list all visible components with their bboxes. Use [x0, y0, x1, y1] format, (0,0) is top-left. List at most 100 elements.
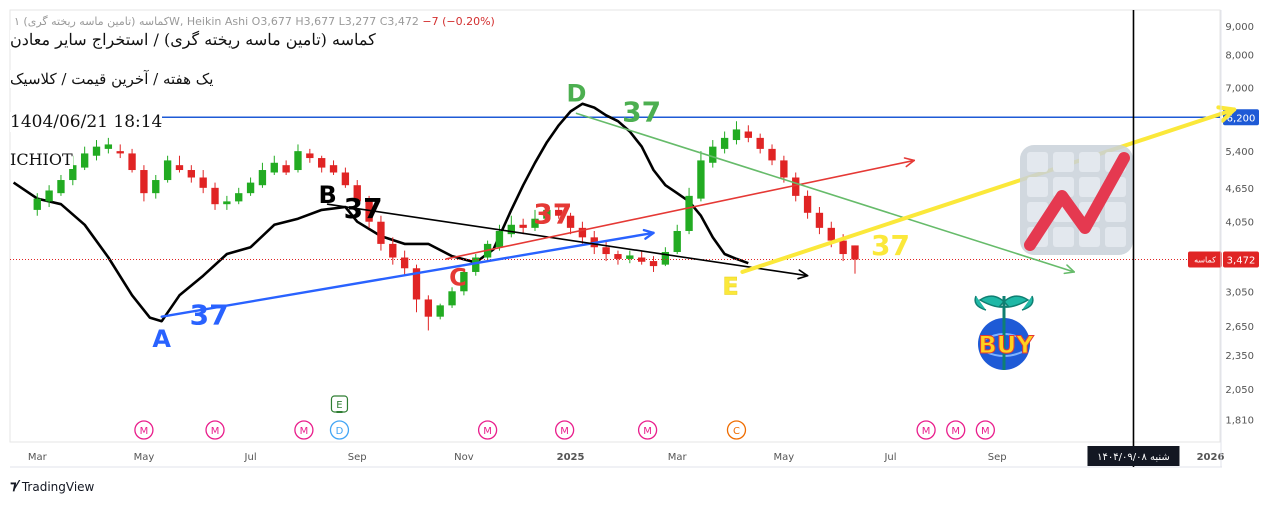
candle-body	[235, 193, 243, 202]
candle-body	[294, 151, 302, 171]
candle-body	[258, 170, 267, 186]
price-axis[interactable]: 1,810 2,050 2,350 2,650 3,050 4,050 4,650 5,400…	[1220, 10, 1254, 467]
fib-number-label: 37	[344, 192, 383, 225]
event-markers[interactable]: M M M D E M M M C M M M	[134, 395, 995, 440]
fib-number-label: 37	[533, 198, 572, 231]
trend-arrow-head	[1063, 264, 1076, 275]
growth-chart-icon-cell	[1027, 177, 1048, 197]
event-marker-circle[interactable]	[975, 420, 995, 440]
y-tick-label: 7,000	[1225, 83, 1254, 94]
ohlc-legend: کماسه (تامین ماسه ریخته گری) ۱W, Heikin …	[14, 15, 495, 28]
growth-chart-icon-cell	[1053, 227, 1074, 247]
y-tick-label: 4,050	[1225, 218, 1254, 229]
horizontal-line-6200[interactable]: 6,200	[160, 109, 1259, 126]
trend-arrow	[740, 107, 1237, 274]
candle-body	[80, 153, 89, 168]
candle-body	[685, 195, 693, 231]
candle-body	[649, 261, 658, 267]
trend-arrow	[160, 231, 655, 318]
last-price-tag	[1223, 251, 1259, 268]
tradingview-logo-icon: ⁊⁄	[10, 479, 18, 494]
candle-body	[270, 162, 278, 173]
candle-body	[827, 227, 835, 241]
candle-body	[92, 146, 101, 156]
event-marker-circle[interactable]	[134, 420, 154, 440]
fib-number-label: 37	[622, 95, 661, 128]
event-marker-circle[interactable]	[205, 420, 225, 440]
x-tick-label: Jul	[244, 452, 257, 463]
y-tick-label: 5,400	[1225, 147, 1254, 158]
candle-body	[116, 151, 124, 154]
candle-body	[45, 190, 53, 202]
candle-body	[602, 247, 610, 255]
event-marker-letter: M	[140, 426, 149, 437]
x-tick-label: Mar	[668, 452, 688, 463]
ohlc-change: −7 (−0.20%)	[422, 15, 495, 28]
growth-chart-icon-cell	[1105, 227, 1126, 247]
candle-body	[578, 227, 587, 238]
event-marker-circle[interactable]	[294, 420, 314, 440]
candle-body	[555, 209, 563, 216]
event-marker-circle[interactable]	[477, 420, 498, 440]
candle-body	[211, 187, 219, 205]
candle-body	[815, 212, 824, 228]
brand-name: TradingView	[21, 479, 95, 494]
candle-body	[365, 201, 373, 222]
last-price-symbol-tag	[1188, 251, 1222, 268]
candle-body	[329, 165, 338, 173]
y-tick-label: 1,810	[1225, 415, 1254, 426]
x-tick-label: 2025	[557, 452, 585, 463]
wave-point-B: B	[318, 181, 336, 209]
fib-number-label: 37	[871, 229, 910, 262]
event-marker-circle[interactable]	[916, 420, 936, 440]
event-marker-circle[interactable]	[329, 420, 350, 440]
candle-body	[199, 177, 207, 188]
growth-chart-icon-cell	[1027, 152, 1048, 172]
last-price-label: 3,472	[1227, 255, 1256, 266]
y-tick-label: 2,050	[1225, 385, 1254, 396]
trend-arrows[interactable]	[160, 105, 1237, 318]
event-marker-circle[interactable]	[946, 420, 966, 440]
hline-price-label: 6,200	[1227, 113, 1256, 124]
growth-chart-icon-cell	[1079, 152, 1100, 172]
candle-body	[792, 177, 800, 196]
candle-body	[163, 160, 172, 181]
x-tick-label: Nov	[454, 452, 474, 463]
x-tick-label: Mar	[28, 452, 48, 463]
trend-arrow	[445, 159, 916, 260]
chart-datetime: 1404/06/21 18:14	[10, 112, 163, 132]
overlay-icons: BUY	[974, 145, 1133, 370]
candle-body	[614, 254, 622, 259]
candle-body	[187, 170, 195, 178]
candle-body	[223, 201, 231, 205]
growth-chart-icon-cell	[1053, 152, 1074, 172]
ohlc-open: O3,677	[251, 15, 292, 28]
x-tick-label: Jul	[883, 452, 896, 463]
candle-body	[104, 144, 113, 149]
buy-wings-icon	[974, 295, 1034, 311]
y-tick-label: 2,650	[1225, 322, 1254, 333]
candle-body	[69, 165, 77, 181]
event-marker-circle[interactable]	[637, 420, 658, 440]
tradingview-brand[interactable]: ⁊⁄ TradingView	[10, 479, 94, 494]
event-marker-letter: M	[300, 426, 309, 437]
event-marker-circle[interactable]	[726, 420, 747, 440]
candle-body	[341, 172, 350, 186]
candle-body	[637, 257, 646, 262]
growth-chart-icon-cell	[1079, 177, 1100, 197]
candle-body	[768, 148, 776, 161]
earnings-marker-letter: E	[336, 400, 342, 411]
trend-arrow-head	[903, 157, 916, 168]
candle-body	[460, 271, 468, 292]
candle-body	[306, 153, 314, 159]
trend-arrow	[575, 112, 1076, 273]
event-marker-letter: M	[951, 426, 960, 437]
wave-point-A: A	[152, 325, 171, 353]
event-marker-circle[interactable]	[554, 420, 575, 440]
candle-body	[318, 158, 326, 168]
candle-body	[175, 165, 184, 171]
candle-body	[140, 170, 148, 194]
event-marker-letter: M	[981, 426, 990, 437]
growth-chart-icon-line	[1024, 152, 1130, 251]
